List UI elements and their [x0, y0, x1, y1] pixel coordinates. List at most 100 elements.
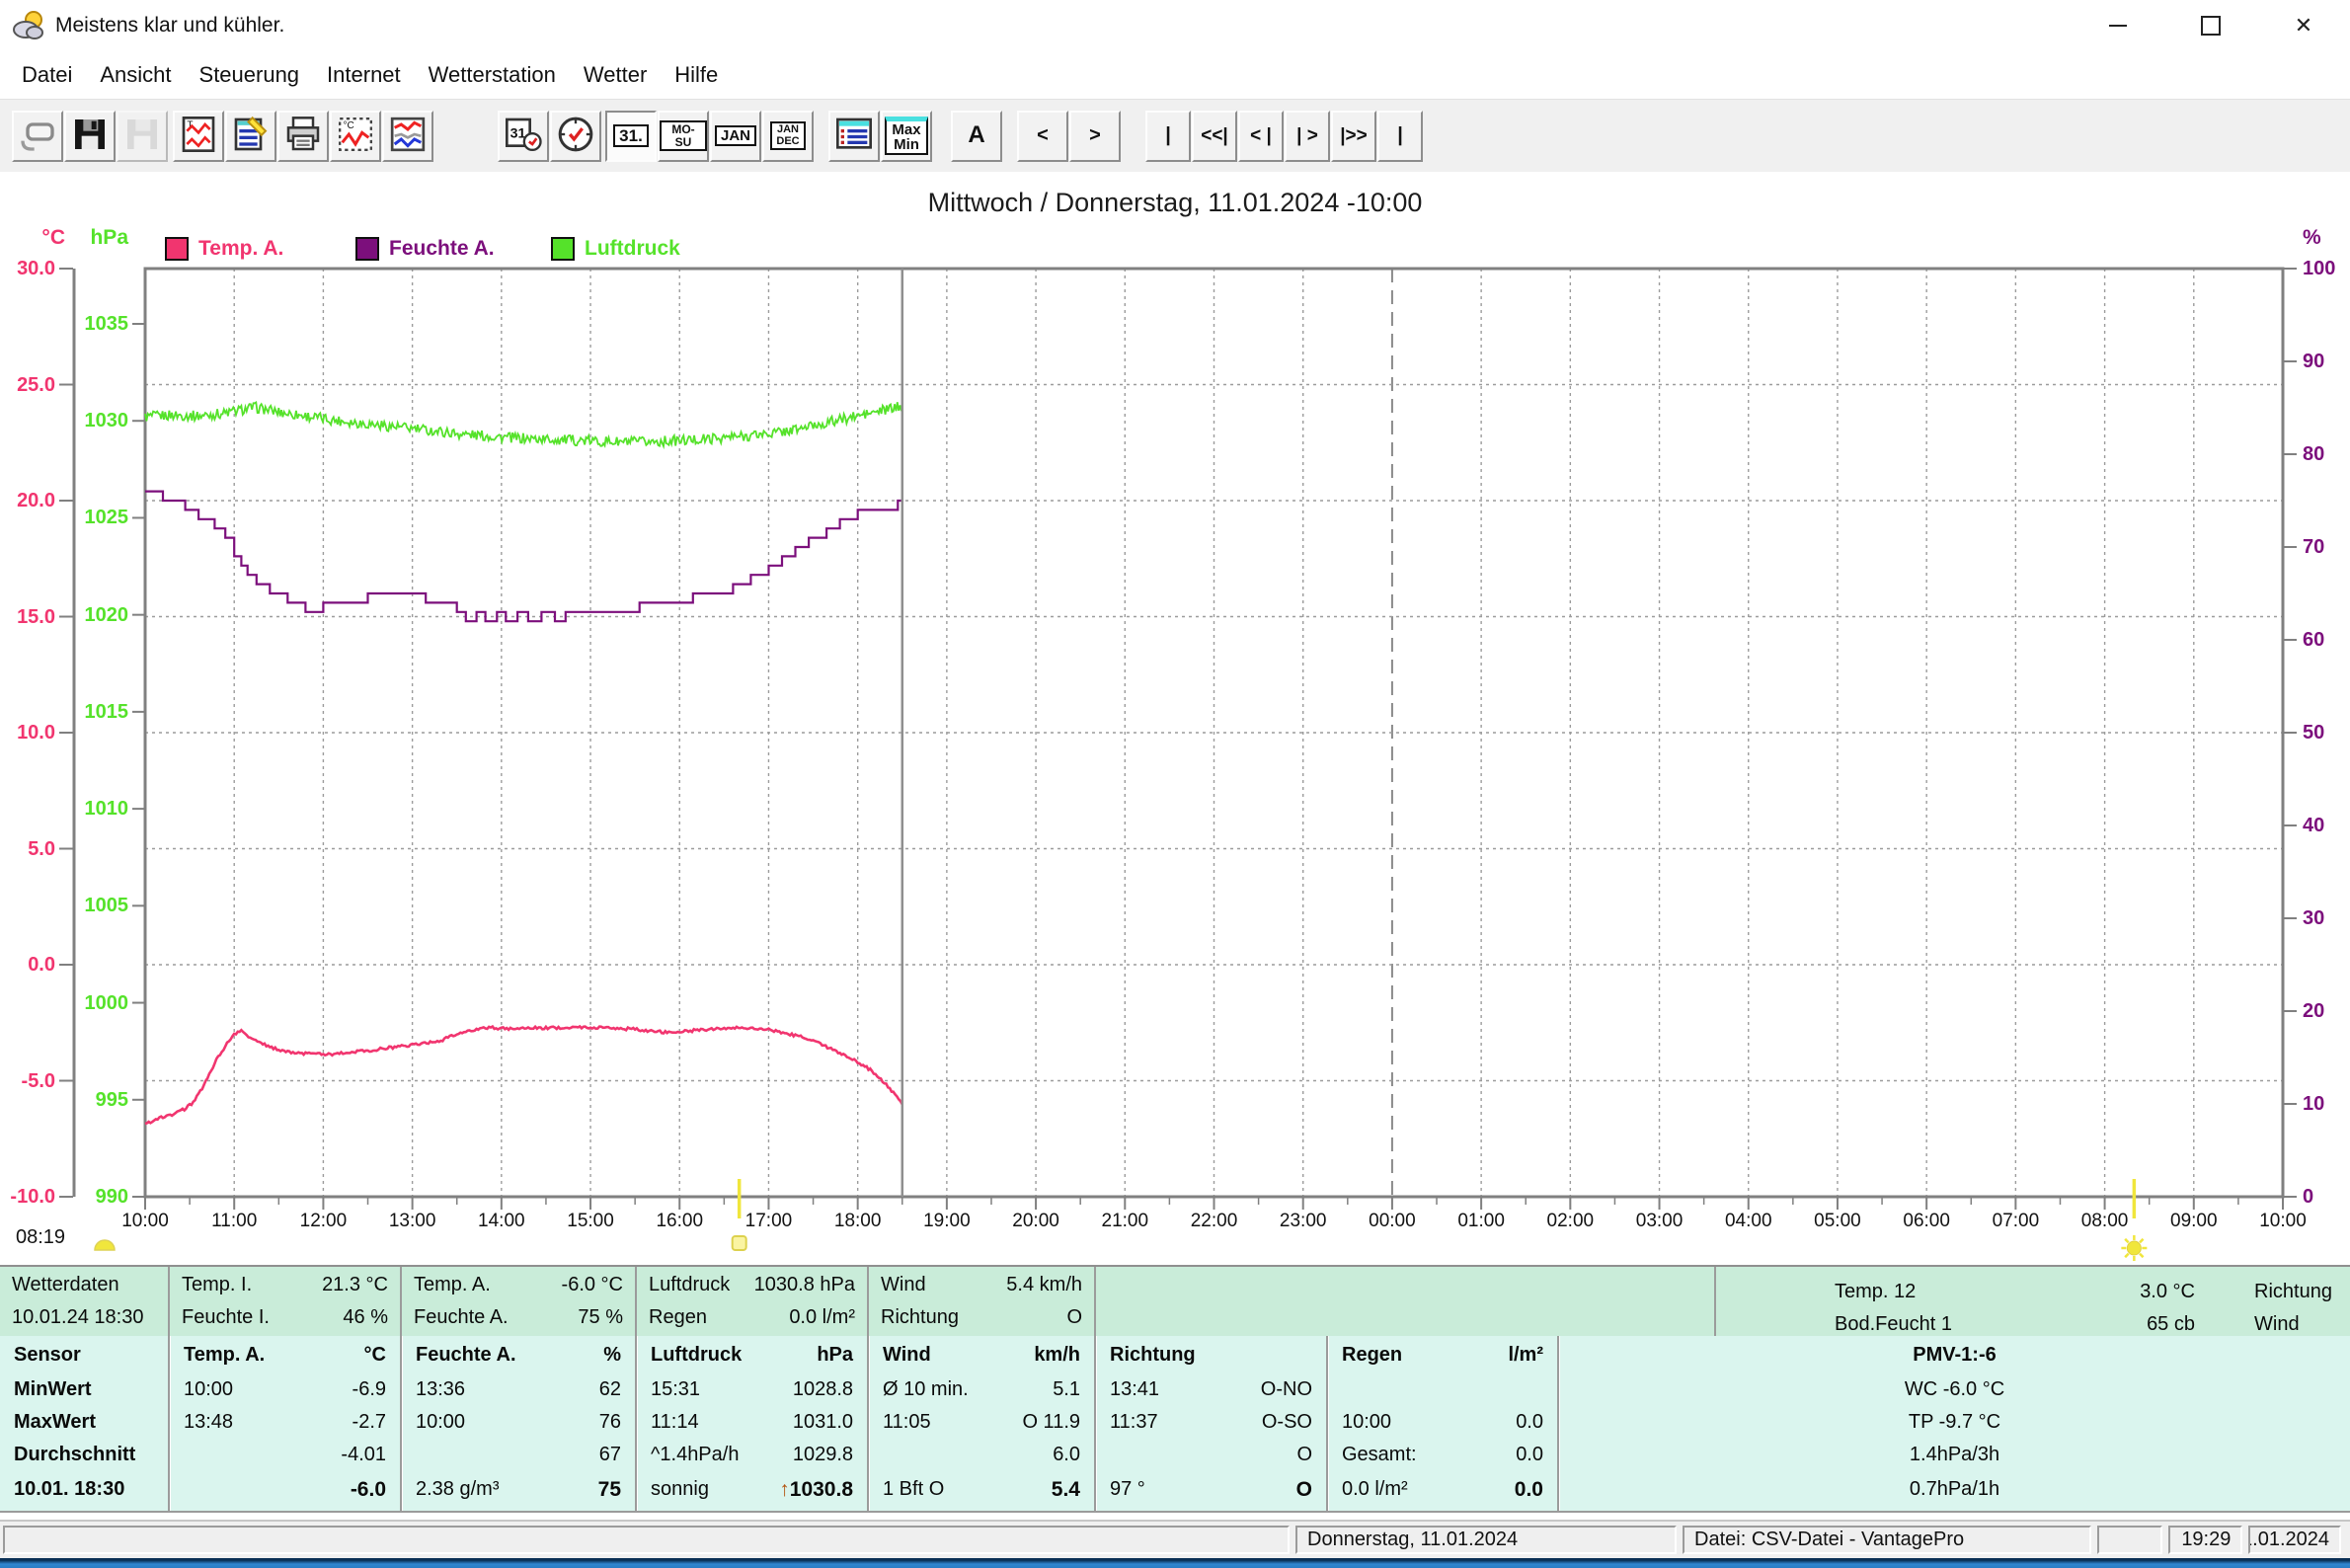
- stats-cell: -6.0: [170, 1471, 400, 1508]
- floppy-disabled-icon: [122, 115, 162, 157]
- current-value: 3.0 °C: [2057, 1281, 2195, 1303]
- stats-column-3: LuftdruckhPa15:311028.811:141031.0^1.4hP…: [637, 1336, 869, 1511]
- x-axis-tick: 11:00: [192, 1211, 276, 1232]
- stats-value: 6.0: [1053, 1444, 1080, 1466]
- stats-value: O: [1296, 1478, 1312, 1502]
- pressure-axis-tick: 995: [83, 1090, 128, 1110]
- menu-bar: DateiAnsichtSteuerungInternetWetterstati…: [0, 51, 2350, 99]
- menu-item-ansicht[interactable]: Ansicht: [86, 58, 185, 92]
- stats-time: 0.0 l/m²: [1342, 1478, 1408, 1501]
- humidity-axis-tick: 40: [2303, 816, 2348, 835]
- month-view-button[interactable]: JAN: [710, 111, 761, 162]
- x-axis-tick: 03:00: [1617, 1211, 1702, 1232]
- temp-axis-tick: 15.0: [0, 607, 55, 627]
- toolbar-group-5: A: [951, 111, 1003, 162]
- date-time-button[interactable]: 31: [498, 111, 549, 162]
- menu-item-wetter[interactable]: Wetter: [570, 58, 661, 92]
- month-view-button-label: JAN: [715, 125, 756, 146]
- rising-arrow-icon: ↑: [779, 1478, 790, 1501]
- current-cell-6: Temp. 123.0 °CRichtung97 °Bod.Feucht 165…: [1716, 1267, 2350, 1336]
- stats-value: O 11.9: [1022, 1411, 1080, 1434]
- stats-row-header: 10.01. 18:30: [0, 1471, 168, 1508]
- stats-value: O-NO: [1261, 1378, 1312, 1401]
- stats-value: 0.0: [1515, 1478, 1543, 1502]
- minmax-table-button[interactable]: MaxMin: [881, 111, 932, 162]
- range-start-button[interactable]: |: [1145, 111, 1191, 162]
- stats-cell: 11:141031.0: [637, 1406, 867, 1439]
- stats-time: sonnig: [651, 1478, 709, 1501]
- temp-chart-button[interactable]: °C: [330, 111, 381, 162]
- legend-swatch: [551, 237, 575, 261]
- stats-row-header: Durchschnitt: [0, 1439, 168, 1471]
- plug-icon: [18, 115, 57, 157]
- legend-item-1[interactable]: Temp. A.: [165, 237, 283, 261]
- stats-cell: 13:41O-NO: [1096, 1373, 1326, 1406]
- toolbar: T°C3131.MO-SUJANJANDECMaxMinA<>|<<|< || …: [0, 99, 2350, 172]
- menu-item-steuerung[interactable]: Steuerung: [186, 58, 314, 92]
- minimize-button[interactable]: [2072, 0, 2164, 51]
- stats-column-5: Richtung13:41O-NO11:37O-SOO97 °O: [1096, 1336, 1328, 1511]
- range-end-button[interactable]: |: [1377, 111, 1423, 162]
- page-forward-button[interactable]: >: [1069, 111, 1121, 162]
- stats-value: 1029.8: [793, 1444, 853, 1466]
- current-label: Wetterdaten: [12, 1274, 119, 1296]
- print-button[interactable]: [277, 111, 329, 162]
- jump-first-button[interactable]: <<|: [1192, 111, 1237, 162]
- chart-title: Mittwoch / Donnerstag, 11.01.2024 -10:00: [0, 188, 2350, 218]
- legend-item-2[interactable]: Feuchte A.: [355, 237, 495, 261]
- stats-value: -2.7: [352, 1411, 386, 1434]
- page-back-button[interactable]: <: [1017, 111, 1068, 162]
- data-table-button[interactable]: [828, 111, 880, 162]
- dual-chart-button[interactable]: [382, 111, 433, 162]
- close-button[interactable]: ✕: [2257, 0, 2350, 51]
- day-view-button[interactable]: 31.: [605, 111, 657, 162]
- x-axis-tick: 04:00: [1706, 1211, 1791, 1232]
- menu-item-datei[interactable]: Datei: [8, 58, 86, 92]
- stats-value: 75: [598, 1478, 621, 1502]
- save-button[interactable]: [64, 111, 116, 162]
- current-cell-2: Temp. A.-6.0 °CFeuchte A.75 %: [402, 1267, 637, 1336]
- x-axis-tick: 09:00: [2152, 1211, 2236, 1232]
- clock-button[interactable]: [550, 111, 601, 162]
- connect-button[interactable]: [12, 111, 63, 162]
- menu-item-internet[interactable]: Internet: [313, 58, 415, 92]
- year-view-button[interactable]: JANDEC: [762, 111, 814, 162]
- stats-time: ^1.4hPa/h: [651, 1444, 739, 1466]
- stats-column-title: Regenl/m²: [1328, 1336, 1557, 1373]
- step-back-button[interactable]: < |: [1238, 111, 1284, 162]
- stats-column-unit: °C: [364, 1344, 386, 1367]
- stats-column-name: Wind: [883, 1344, 931, 1367]
- stats-row-header: MaxWert: [0, 1406, 168, 1439]
- jump-last-button[interactable]: |>>: [1331, 111, 1376, 162]
- x-axis-tick: 02:00: [1528, 1211, 1612, 1232]
- window-controls: ✕: [2072, 0, 2350, 51]
- step-forward-button[interactable]: | >: [1285, 111, 1330, 162]
- stats-cell: 10:00-6.9: [170, 1373, 400, 1406]
- current-label: Bod.Feucht 1: [1835, 1313, 2057, 1336]
- menu-item-hilfe[interactable]: Hilfe: [661, 58, 732, 92]
- current-line: 10.01.24 18:30: [0, 1301, 168, 1334]
- legend-item-3[interactable]: Luftdruck: [551, 237, 680, 261]
- font-button[interactable]: A: [951, 111, 1002, 162]
- stats-row-header: Sensor: [0, 1336, 168, 1373]
- stats-cell: 97 °O: [1096, 1471, 1326, 1508]
- step-forward-button-label: | >: [1296, 126, 1318, 145]
- stats-column-7: PMV-1:-6WC -6.0 °CTP -9.7 °C1.4hPa/3h0.7…: [1559, 1336, 2350, 1511]
- stats-cell: 1 Bft O5.4: [869, 1471, 1094, 1508]
- current-cell-0: Wetterdaten 10.01.24 18:30: [0, 1267, 170, 1336]
- graph-view-button[interactable]: T: [173, 111, 224, 162]
- week-view-button[interactable]: MO-SU: [658, 111, 709, 162]
- table-icon: [834, 115, 874, 157]
- stats-time: 13:48: [184, 1411, 233, 1434]
- stats-cell: 11:05O 11.9: [869, 1406, 1094, 1439]
- menu-item-wetterstation[interactable]: Wetterstation: [415, 58, 570, 92]
- maximize-button[interactable]: [2164, 0, 2257, 51]
- current-line: Feuchte I.46 %: [170, 1301, 400, 1334]
- stats-cell: -4.01: [170, 1439, 400, 1471]
- stats-cell: 13:3662: [402, 1373, 635, 1406]
- save-as-button[interactable]: [117, 111, 168, 162]
- status-segment-6: 11.01.2024: [2248, 1526, 2341, 1554]
- stats-value: 0.0: [1516, 1444, 1543, 1466]
- edit-data-button[interactable]: [225, 111, 276, 162]
- current-value: O: [1066, 1306, 1082, 1329]
